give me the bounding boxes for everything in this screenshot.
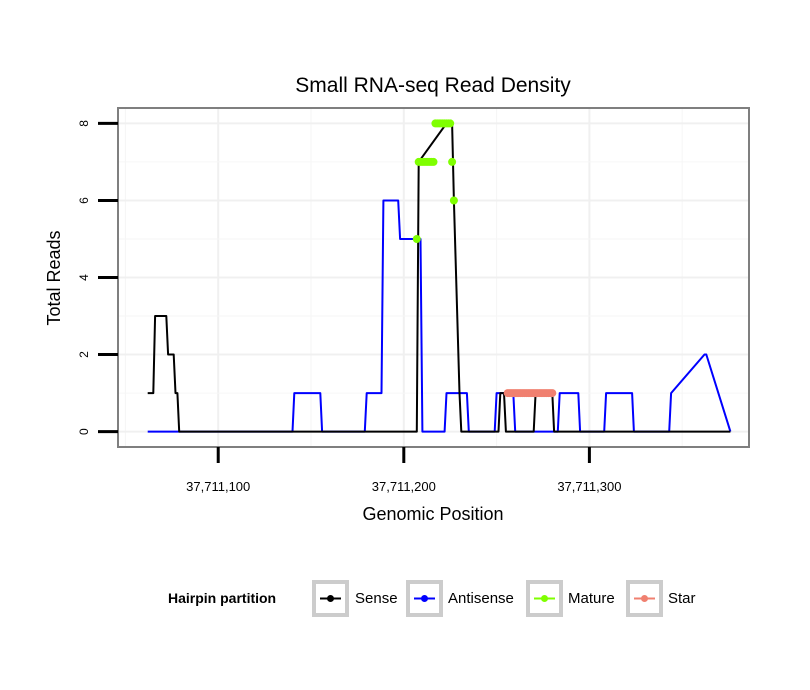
x-axis: 37,711,100 37,711,200 37,711,300 bbox=[186, 447, 621, 494]
series-star-point bbox=[548, 389, 557, 398]
x-tick-label: 37,711,200 bbox=[372, 479, 436, 494]
series-antisense-line bbox=[147, 199, 732, 433]
legend: Hairpin partition Sense Antisense Mature St… bbox=[168, 580, 696, 617]
chart-title: Small RNA-seq Read Density bbox=[295, 74, 571, 97]
legend-label-antisense: Antisense bbox=[448, 590, 514, 607]
series-mature-point bbox=[446, 119, 455, 128]
x-tick-label: 37,711,300 bbox=[557, 479, 621, 494]
legend-key-star bbox=[626, 580, 663, 617]
y-tick-label: 8 bbox=[77, 120, 91, 127]
series-layer bbox=[147, 119, 732, 433]
y-tick-label: 4 bbox=[77, 274, 91, 281]
y-axis: 0 2 4 6 8 bbox=[77, 120, 118, 435]
x-axis-title: Genomic Position bbox=[362, 504, 503, 524]
legend-title: Hairpin partition bbox=[168, 590, 276, 606]
series-mature-point bbox=[412, 235, 421, 243]
legend-label-mature: Mature bbox=[568, 590, 615, 607]
y-tick-label: 2 bbox=[77, 351, 91, 358]
series-mature-point bbox=[449, 196, 458, 205]
y-tick-label: 0 bbox=[77, 428, 91, 435]
grid bbox=[118, 108, 749, 447]
legend-key-antisense bbox=[406, 580, 443, 617]
legend-label-star: Star bbox=[668, 590, 696, 607]
y-axis-title: Total Reads bbox=[44, 230, 64, 325]
legend-label-sense: Sense bbox=[355, 590, 398, 607]
y-tick-label: 6 bbox=[77, 197, 91, 204]
legend-key-mature bbox=[526, 580, 563, 617]
series-mature-point bbox=[429, 157, 438, 166]
x-tick-label: 37,711,100 bbox=[186, 479, 250, 494]
series-mature-point bbox=[448, 157, 457, 166]
legend-key-sense bbox=[312, 580, 349, 617]
